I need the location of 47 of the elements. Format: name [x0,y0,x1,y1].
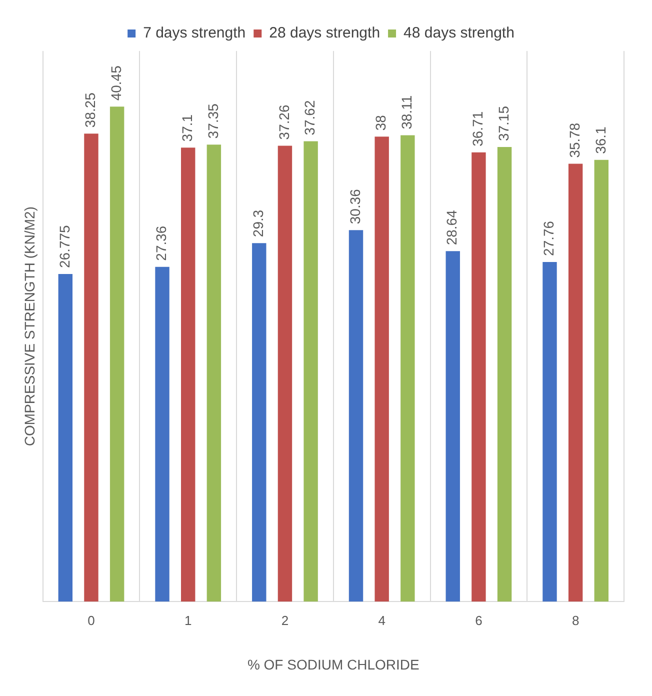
data-label: 37.26 [276,104,292,140]
data-label: 26.775 [56,224,72,268]
y-axis-title: COMPRESSIVE STRENGTH (KN/M2) [21,206,38,446]
data-label: 28.64 [444,210,460,246]
x-axis-title: % OF SODIUM CHLORIDE [247,656,420,672]
x-tick-label: 0 [88,612,95,628]
data-label: 37.15 [495,106,512,142]
bar [252,243,266,602]
data-label: 38.25 [82,92,98,128]
data-label: 30.36 [346,188,363,224]
bar [110,106,124,602]
x-tick-label: 1 [184,612,192,628]
data-label: 27.76 [540,220,557,256]
data-label: 38.11 [398,95,415,130]
data-label: 35.78 [566,122,582,158]
bar [594,160,608,602]
bar [155,266,170,602]
bar [58,274,73,602]
bar [304,141,318,602]
legend-label: 48 days strength [404,24,514,42]
bar [278,146,292,602]
data-label: 37.62 [302,100,318,136]
data-label: 40.45 [108,65,124,101]
data-label: 29.3 [250,210,266,238]
x-tick-label: 4 [378,612,386,628]
data-label: 36.71 [470,111,486,146]
bar [568,164,583,602]
bar [497,147,512,602]
legend-label: 28 days strength [269,24,380,42]
bar [472,152,486,602]
bar [374,136,389,602]
data-label: 37.1 [178,114,195,142]
bar [348,230,364,602]
data-label: 27.36 [153,226,170,261]
bar [206,144,222,602]
x-tick-label: 8 [572,612,580,628]
x-tick-label: 2 [281,612,289,628]
bar [84,134,98,602]
data-label: 36.1 [592,126,608,154]
bar [400,135,415,602]
data-label: 38 [372,114,389,131]
bar [542,262,557,602]
bar [180,148,196,602]
bar [446,251,460,602]
data-label: 37.35 [204,103,221,139]
legend-label: 7 days strength [143,24,246,42]
x-tick-label: 6 [475,612,482,628]
